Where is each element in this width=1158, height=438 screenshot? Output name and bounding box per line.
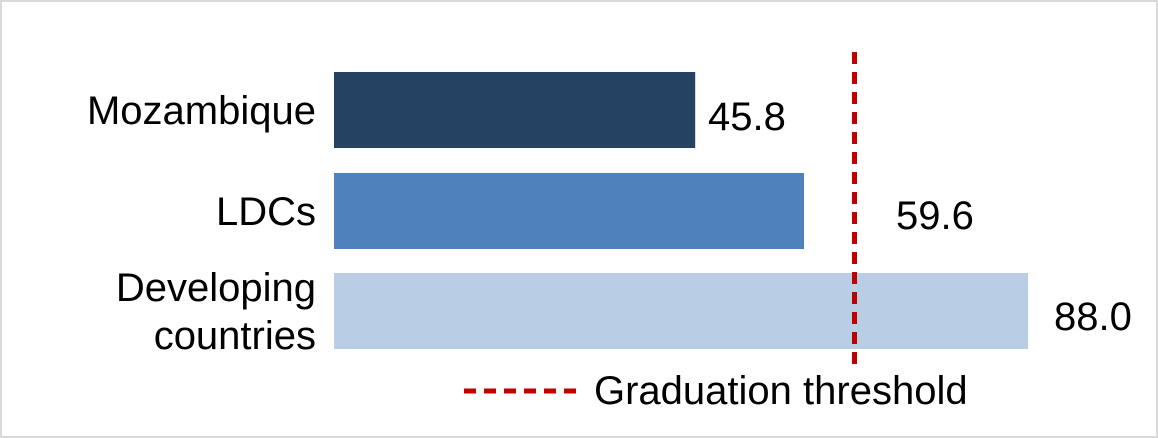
category-label-2-line-1: countries <box>154 314 316 358</box>
value-label-2: 88.0 <box>1054 295 1132 339</box>
bar-0 <box>334 72 696 148</box>
bar-2 <box>334 273 1028 349</box>
category-label-2-line-0: Developing <box>116 266 316 310</box>
legend-threshold-label: Graduation threshold <box>594 369 968 413</box>
bar-1 <box>334 173 805 249</box>
value-label-1: 59.6 <box>896 194 974 238</box>
value-label-0: 45.8 <box>708 95 786 139</box>
category-label-1: LDCs <box>216 190 316 234</box>
category-label-0: Mozambique <box>87 89 316 133</box>
